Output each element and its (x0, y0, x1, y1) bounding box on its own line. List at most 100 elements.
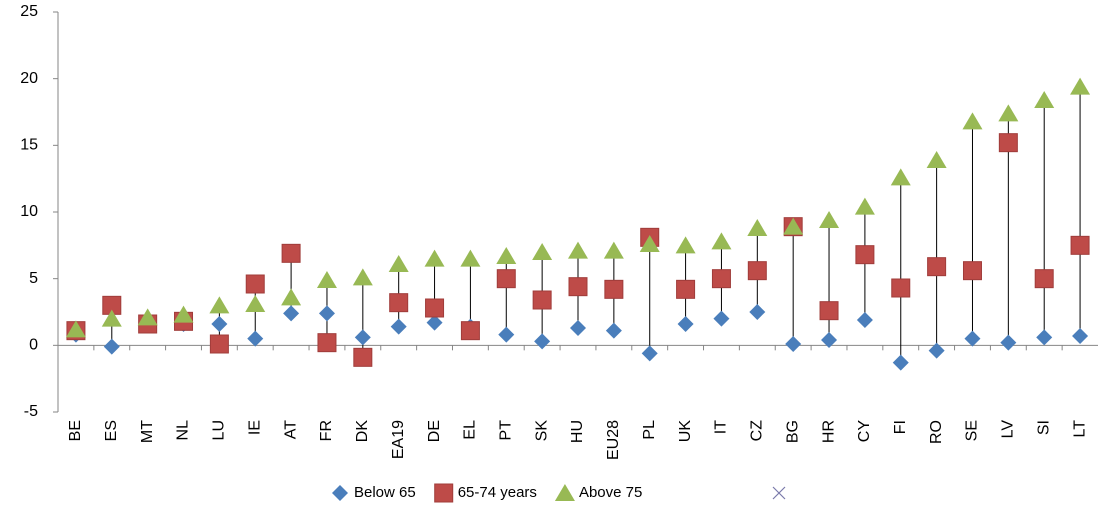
marker (460, 321, 480, 341)
marker (245, 295, 266, 312)
x-tick-label: PT (497, 420, 514, 441)
marker (496, 269, 516, 289)
x-tick-label: DE (426, 420, 443, 442)
x-tick-label: EA19 (390, 420, 407, 459)
marker (316, 271, 337, 288)
marker (211, 316, 228, 332)
marker (390, 318, 407, 335)
marker (964, 330, 981, 347)
x-tick-label: ES (103, 420, 120, 441)
x-tick-label: BE (67, 420, 84, 441)
marker (962, 261, 982, 281)
marker (998, 133, 1018, 153)
marker (785, 336, 802, 352)
y-tick-label: 10 (20, 203, 38, 220)
y-tick-label: 15 (20, 137, 38, 154)
marker (962, 112, 983, 130)
marker (890, 168, 911, 186)
marker (65, 320, 86, 338)
marker (173, 305, 194, 323)
marker (245, 274, 265, 294)
marker (209, 334, 229, 354)
marker (1070, 77, 1091, 95)
marker (568, 277, 588, 297)
marker (747, 219, 768, 236)
y-tick-label: 5 (29, 270, 38, 287)
marker (570, 320, 586, 336)
marker (1034, 269, 1054, 289)
marker (819, 211, 840, 228)
legend-label: 65-74 years (458, 484, 537, 501)
x-tick-label: FI (892, 420, 909, 434)
marker (318, 305, 335, 322)
marker (424, 249, 445, 267)
marker (353, 347, 373, 367)
marker (389, 293, 409, 313)
x-tick-label: IT (713, 420, 730, 434)
y-tick-label: -5 (24, 403, 38, 420)
x-tick-label: FR (318, 420, 335, 441)
x-tick-label: LU (211, 420, 228, 440)
x-tick-label: BG (784, 420, 801, 443)
marker (532, 290, 552, 310)
y-tick-label: 0 (29, 337, 38, 354)
x-tick-label: AT (282, 420, 299, 439)
x-tick-label: NL (175, 420, 192, 441)
marker (891, 278, 911, 298)
marker (283, 305, 300, 322)
marker (926, 151, 947, 168)
legend-marker (332, 485, 348, 501)
y-tick-label: 25 (20, 3, 38, 20)
marker (927, 257, 947, 277)
x-tick-label: DK (354, 420, 371, 443)
legend-marker (434, 483, 454, 503)
marker (209, 296, 230, 314)
marker (783, 217, 804, 235)
marker (352, 268, 373, 286)
marker (460, 249, 481, 267)
marker (388, 255, 409, 272)
marker (532, 243, 553, 260)
marker (605, 322, 622, 339)
marker (856, 312, 873, 328)
marker (677, 316, 694, 332)
marker (281, 288, 302, 306)
marker (354, 329, 371, 346)
marker (819, 301, 839, 321)
marker (1036, 329, 1053, 346)
legend-label: Below 65 (354, 484, 416, 501)
x-tick-label: PL (641, 420, 658, 440)
marker (928, 342, 945, 359)
x-tick-label: CZ (749, 420, 766, 442)
marker (821, 332, 838, 348)
marker (101, 309, 122, 327)
marker (1034, 91, 1055, 108)
marker (713, 310, 730, 327)
marker (639, 235, 660, 252)
marker (855, 245, 875, 265)
x-tick-label: CY (856, 420, 873, 443)
marker (496, 247, 517, 264)
x-tick-label: HR (820, 420, 837, 443)
marker (568, 241, 588, 259)
y-tick-label: 20 (20, 70, 38, 87)
marker (426, 314, 443, 331)
marker (1000, 334, 1017, 351)
marker (603, 241, 624, 259)
marker (676, 279, 696, 299)
x-tick-label: HU (569, 420, 586, 443)
marker (604, 279, 624, 299)
marker (534, 333, 551, 350)
marker (749, 304, 766, 320)
marker (498, 326, 515, 343)
marker (103, 338, 120, 355)
marker (137, 308, 158, 326)
x-tick-label: LT (1071, 420, 1088, 438)
marker (317, 333, 337, 353)
legend-label: Above 75 (579, 484, 642, 501)
x-tick-label: UK (677, 420, 694, 443)
x-tick-label: MT (139, 420, 156, 443)
marker (1070, 235, 1090, 255)
marker (1072, 328, 1089, 344)
